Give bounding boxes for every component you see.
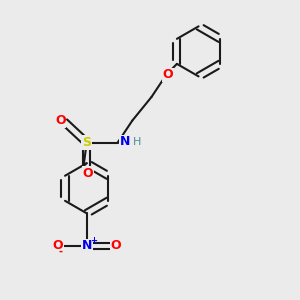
- Text: H: H: [133, 137, 141, 147]
- Text: O: O: [110, 239, 121, 252]
- Text: N: N: [82, 239, 92, 252]
- Text: N: N: [120, 135, 130, 148]
- Text: -: -: [59, 247, 63, 256]
- Text: O: O: [162, 68, 173, 81]
- Text: S: S: [82, 136, 91, 149]
- Text: O: O: [55, 114, 65, 127]
- Text: +: +: [90, 236, 97, 245]
- Text: O: O: [52, 239, 63, 252]
- Text: O: O: [83, 167, 94, 180]
